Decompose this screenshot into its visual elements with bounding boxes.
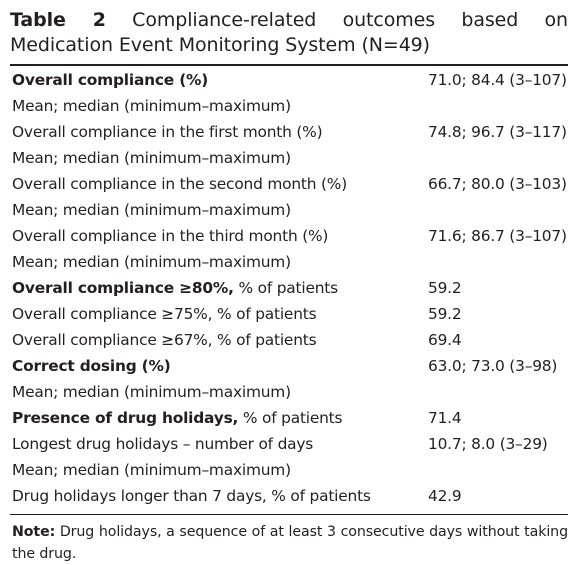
footnote-label: Note: [12, 524, 56, 540]
row-label: Longest drug holidays – number of days [12, 435, 313, 453]
row-value: 71.4 [428, 408, 462, 427]
row-label-text: Overall compliance in the first month (%… [12, 122, 323, 141]
row-label: Overall compliance in the third month (%… [12, 227, 328, 245]
table-body: Overall compliance (%) 71.0; 84.4 (3–107)… [10, 68, 568, 510]
row-label: Correct dosing (%) [12, 357, 171, 375]
table-top-rule [10, 64, 568, 66]
row-label-text: % of patients [233, 278, 338, 297]
row-value: 59.2 [428, 278, 462, 297]
table-row: Overall compliance ≥80%, % of patients 59… [10, 276, 568, 302]
row-label: Mean; median (minimum–maximum) [12, 383, 291, 401]
row-label: Overall compliance in the first month (%… [12, 122, 323, 141]
row-label: Mean; median (minimum–maximum) [12, 149, 291, 167]
row-value: 59.2 [428, 304, 462, 323]
row-label-text: Drug holidays longer than 7 days, % of p… [12, 486, 371, 505]
footnote-text: Drug holidays, a sequence of at least 3 … [12, 524, 568, 562]
row-label: Drug holidays longer than 7 days, % of p… [12, 487, 371, 505]
row-label-text: % of patients [238, 408, 343, 427]
row-value: 71.6; 86.7 (3–107) [428, 226, 567, 245]
row-label-text: Mean; median (minimum–maximum) [12, 200, 291, 219]
row-value: 69.4 [428, 330, 462, 349]
row-label-bold: Correct dosing (%) [12, 356, 171, 375]
table-footnote: Note: Drug holidays, a sequence of at le… [12, 521, 568, 565]
table-label: Table 2 [10, 9, 106, 31]
row-value: 66.7; 80.0 (3–103) [428, 174, 567, 193]
row-label-text: Mean; median (minimum–maximum) [12, 252, 291, 271]
row-value: 63.0; 73.0 (3–98) [428, 356, 558, 375]
row-label-text: Overall compliance ≥75%, % of patients [12, 304, 317, 323]
row-label: Mean; median (minimum–maximum) [12, 201, 291, 219]
table-row: Mean; median (minimum–maximum) [10, 94, 568, 120]
row-value: 74.8; 96.7 (3–117) [428, 122, 567, 141]
row-label: Overall compliance (%) [12, 71, 208, 89]
row-label: Overall compliance in the second month (… [12, 175, 347, 193]
row-value: 42.9 [428, 486, 462, 505]
table-row: Mean; median (minimum–maximum) [10, 380, 568, 406]
table-row: Overall compliance in the third month (%… [10, 224, 568, 250]
table-title: Compliance-related outcomes based on Med… [10, 9, 568, 56]
row-label-bold: Overall compliance ≥80%, [12, 278, 234, 297]
table-row: Overall compliance in the second month (… [10, 172, 568, 198]
row-label-bold: Presence of drug holidays, [12, 408, 239, 427]
table-row: Drug holidays longer than 7 days, % of p… [10, 484, 568, 510]
table-bottom-rule [10, 513, 568, 515]
table-row: Correct dosing (%) 63.0; 73.0 (3–98) [10, 354, 568, 380]
row-label-text: Mean; median (minimum–maximum) [12, 96, 291, 115]
table-row: Longest drug holidays – number of days 10… [10, 432, 568, 458]
row-label: Overall compliance ≥80%, % of patients [12, 279, 338, 297]
table-row: Overall compliance ≥75%, % of patients 59… [10, 302, 568, 328]
table-row: Presence of drug holidays, % of patients… [10, 406, 568, 432]
row-label-text: Overall compliance in the third month (%… [12, 226, 329, 245]
table-row: Mean; median (minimum–maximum) [10, 250, 568, 276]
table-row: Mean; median (minimum–maximum) [10, 146, 568, 172]
table-row: Mean; median (minimum–maximum) [10, 198, 568, 224]
table-container: Table 2 Compliance-related outcomes base… [10, 8, 568, 565]
row-label: Presence of drug holidays, % of patients [12, 408, 343, 427]
row-label: Mean; median (minimum–maximum) [12, 97, 291, 115]
row-label-text: Mean; median (minimum–maximum) [12, 148, 291, 167]
row-label-text: Longest drug holidays – number of days [12, 434, 314, 453]
table-row: Overall compliance in the first month (%… [10, 120, 568, 146]
row-label-text: Overall compliance in the second month (… [12, 174, 348, 193]
row-label: Mean; median (minimum–maximum) [12, 253, 291, 271]
row-label-bold: Overall compliance (%) [12, 70, 209, 89]
row-label-text: Mean; median (minimum–maximum) [12, 382, 291, 401]
row-label: Overall compliance ≥67%, % of patients [12, 330, 317, 349]
table-caption: Table 2 Compliance-related outcomes base… [10, 8, 568, 58]
table-row: Mean; median (minimum–maximum) [10, 458, 568, 484]
table-row: Overall compliance (%) 71.0; 84.4 (3–107) [10, 68, 568, 94]
row-label-text: Overall compliance ≥67%, % of patients [12, 330, 317, 349]
table-row: Overall compliance ≥67%, % of patients 69… [10, 328, 568, 354]
row-value: 71.0; 84.4 (3–107) [428, 70, 567, 89]
row-value: 10.7; 8.0 (3–29) [428, 434, 548, 453]
row-label-text: Mean; median (minimum–maximum) [12, 460, 291, 479]
row-label: Overall compliance ≥75%, % of patients [12, 304, 317, 323]
row-label: Mean; median (minimum–maximum) [12, 461, 291, 479]
